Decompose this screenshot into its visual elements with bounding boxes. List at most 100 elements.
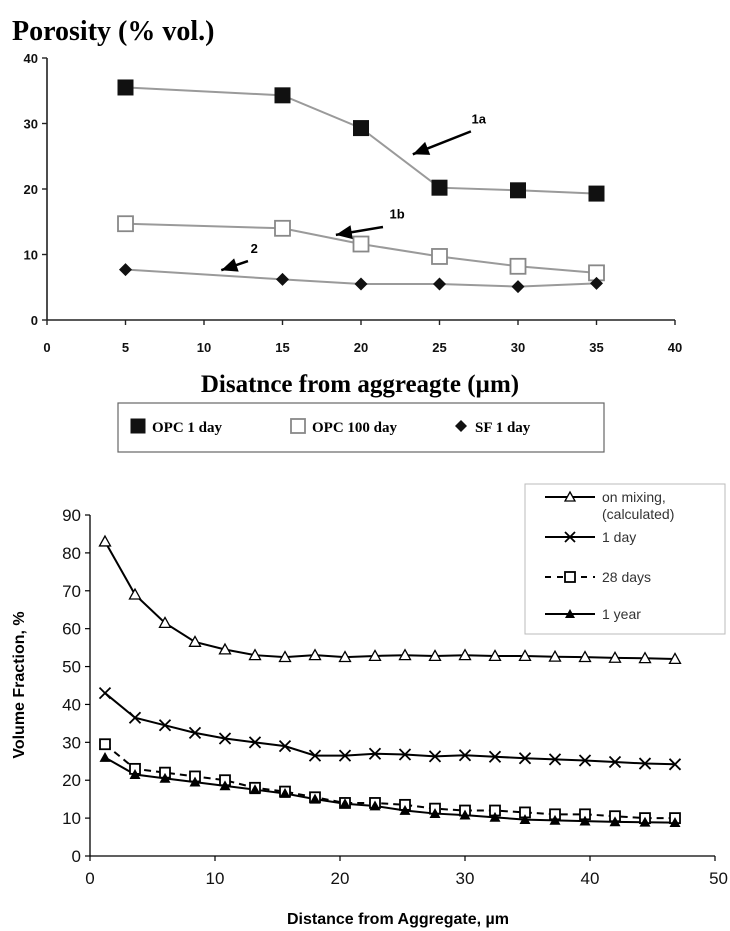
volume-y-tick-label: 70: [62, 582, 81, 601]
porosity-y-tick-label: 40: [24, 51, 38, 66]
volume-data-point-0: [308, 648, 322, 661]
volume-data-point-0: [248, 648, 262, 661]
porosity-legend-marker-2: [455, 420, 467, 432]
porosity-arrow-2-head: [221, 258, 239, 272]
volume-data-point-0: [398, 648, 412, 661]
porosity-data-point-2: [590, 276, 603, 290]
volume-data-point-1: [128, 711, 142, 724]
porosity-x-tick-label: 20: [354, 340, 368, 355]
porosity-data-point-1: [352, 235, 370, 253]
volume-data-point-0: [338, 650, 352, 663]
volume-data-point-3: [99, 751, 111, 762]
volume-data-point-1: [278, 739, 292, 753]
volume-fraction-chart: 0 10 20 30 40 50 60 70 80 90 0 10 20 30 40 50 Volume Fr…: [11, 483, 728, 928]
volume-data-point-3: [579, 815, 591, 826]
porosity-chart-title: Porosity (% vol.): [12, 16, 214, 47]
volume-data-point-1: [308, 749, 322, 762]
volume-y-tick-label: 80: [62, 544, 81, 563]
porosity-data-point-2: [511, 280, 525, 294]
volume-data-point-3: [369, 800, 381, 811]
volume-data-point-1: [488, 750, 502, 763]
volume-fraction-chart-axes: 0 10 20 30 40 50 60 70 80 90 0 10 20 30 40 50: [62, 506, 728, 888]
volume-legend-marker-3: [565, 609, 575, 618]
porosity-annotation-0: 1a: [472, 112, 487, 127]
volume-fraction-chart-x-axis-label: Distance from Aggregate, µm: [287, 911, 509, 928]
porosity-chart-lines: [125, 86, 597, 288]
volume-legend-box: [524, 483, 726, 635]
porosity-legend-marker-0: [130, 418, 146, 434]
volume-data-point-1: [638, 757, 652, 770]
porosity-data-point-2: [354, 277, 368, 291]
volume-data-point-0: [278, 650, 292, 663]
volume-data-point-0: [98, 534, 112, 547]
volume-series-line-1: [104, 692, 676, 766]
volume-y-tick-label: 50: [62, 658, 81, 677]
volume-data-point-0: [128, 587, 142, 600]
volume-y-tick-label: 60: [62, 620, 81, 639]
volume-x-tick-label: 40: [581, 869, 600, 888]
volume-data-point-3: [459, 809, 471, 820]
volume-data-point-0: [548, 649, 562, 662]
volume-y-tick-label: 20: [62, 771, 81, 790]
porosity-arrow-1a-head: [412, 141, 431, 155]
volume-data-point-0: [218, 642, 232, 655]
porosity-data-point-0: [274, 87, 291, 104]
volume-data-point-1: [338, 749, 352, 762]
volume-data-point-3: [399, 805, 411, 815]
volume-data-point-3: [279, 787, 291, 798]
porosity-arrow-1a: [412, 130, 472, 156]
volume-data-point-1: [368, 747, 382, 760]
volume-y-tick-label: 90: [62, 506, 81, 525]
volume-data-point-3: [129, 769, 141, 779]
porosity-data-point-0: [510, 182, 526, 199]
volume-y-tick-label: 30: [62, 733, 81, 752]
volume-data-point-0: [428, 649, 442, 661]
porosity-chart-axes: 0 10 20 30 40 0 5 10 15 20 25 30 35 40: [24, 51, 683, 355]
volume-data-point-1: [158, 719, 172, 732]
porosity-data-point-1: [117, 215, 134, 233]
volume-data-point-0: [458, 648, 472, 661]
porosity-legend-marker-1: [290, 418, 306, 434]
volume-data-point-3: [549, 814, 561, 825]
porosity-chart-x-axis-label: Disatnce from aggreagte (µm): [201, 371, 519, 398]
volume-data-point-1: [668, 758, 682, 771]
volume-data-point-3: [339, 798, 351, 809]
volume-x-tick-label: 20: [331, 869, 350, 888]
volume-data-point-1: [548, 753, 562, 766]
porosity-x-tick-label: 30: [511, 340, 525, 355]
volume-data-point-1: [608, 755, 622, 769]
volume-data-point-1: [248, 736, 262, 749]
volume-data-point-3: [309, 793, 321, 804]
porosity-chart: Porosity (% vol.) 0 10 20 30 40 0 5 10 15 20 25 30 3…: [12, 16, 683, 453]
volume-data-point-3: [519, 814, 531, 825]
volume-data-point-3: [429, 808, 441, 818]
volume-fraction-chart-lines: [104, 541, 676, 824]
porosity-legend-box: [117, 402, 605, 453]
porosity-arrow-1b-head: [335, 225, 353, 240]
volume-y-tick-label: 0: [72, 847, 81, 866]
volume-fraction-chart-y-axis-label: Volume Fraction, %: [11, 611, 28, 758]
volume-data-point-3: [219, 780, 231, 791]
porosity-x-tick-label: 40: [668, 340, 682, 355]
volume-y-tick-label: 10: [62, 809, 81, 828]
porosity-chart-legend: OPC 1 day OPC 100 day SF 1 day: [117, 402, 605, 453]
porosity-legend-label-0: OPC 1 day: [152, 420, 223, 436]
porosity-x-tick-label: 25: [432, 340, 446, 355]
porosity-data-point-2: [433, 277, 446, 291]
volume-legend-label-3: 1 year: [602, 606, 641, 622]
volume-data-point-3: [249, 784, 261, 795]
volume-data-point-3: [189, 776, 201, 787]
porosity-annotation-2: 2: [251, 241, 258, 256]
volume-legend-marker-1: [564, 531, 576, 543]
volume-data-point-1: [518, 752, 532, 765]
volume-data-point-1: [458, 749, 472, 762]
porosity-legend-label-2: SF 1 day: [475, 420, 531, 436]
porosity-annotation-1: 1b: [390, 206, 405, 221]
volume-data-point-0: [368, 649, 382, 661]
porosity-y-tick-label: 30: [24, 117, 38, 132]
volume-data-point-1: [578, 754, 592, 767]
volume-data-point-3: [609, 816, 621, 827]
volume-data-point-3: [489, 811, 501, 822]
porosity-series-line-1: [125, 222, 597, 274]
volume-x-tick-label: 50: [709, 869, 728, 888]
